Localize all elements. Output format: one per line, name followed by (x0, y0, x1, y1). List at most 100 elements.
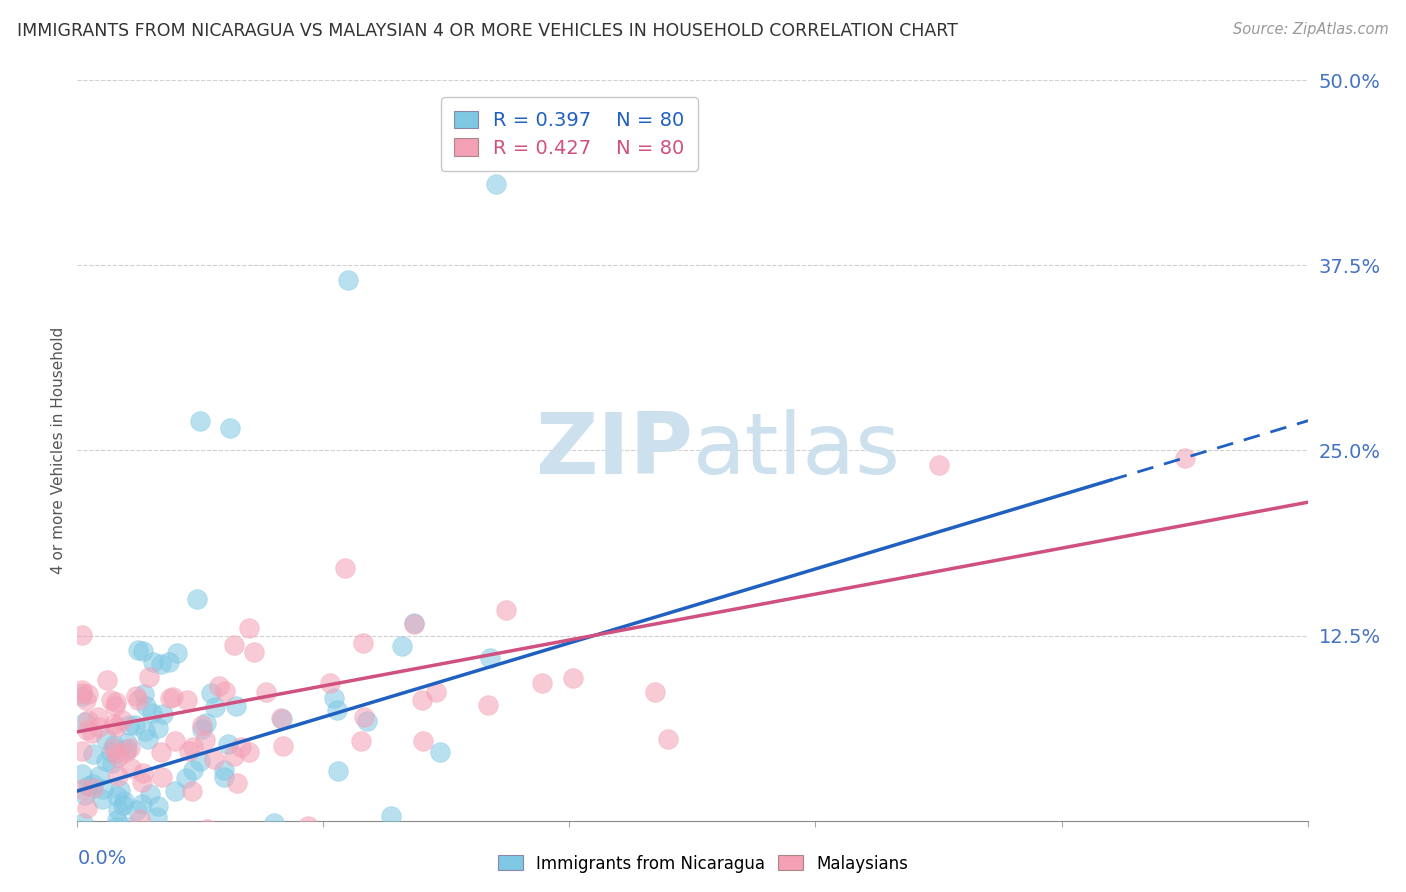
Point (105, 720, 128, 734)
Point (104, 698, 127, 713)
Point (107, 769, 129, 783)
Point (150, 657, 173, 671)
Point (104, 746, 127, 760)
Point (82, 777, 104, 791)
Point (117, 820, 139, 834)
Point (326, 703, 349, 717)
Point (138, 830, 160, 845)
Point (195, 822, 218, 836)
Point (425, 685, 447, 699)
Point (179, 744, 201, 758)
Point (204, 699, 226, 714)
Point (100, 745, 122, 759)
Point (180, 784, 202, 798)
Y-axis label: 4 or more Vehicles in Household: 4 or more Vehicles in Household (51, 326, 66, 574)
Point (202, 752, 225, 766)
Point (72, 816, 94, 830)
Point (644, 684, 666, 698)
Point (146, 810, 169, 824)
Point (127, 643, 149, 657)
Point (194, 732, 217, 747)
Point (82, 747, 104, 762)
Point (134, 724, 156, 739)
Point (124, 717, 146, 731)
Point (103, 717, 125, 731)
Point (159, 691, 181, 706)
Point (479, 651, 502, 665)
Point (270, 711, 292, 725)
Point (82, 780, 104, 795)
Point (356, 714, 378, 728)
Point (404, 616, 426, 631)
Point (128, 812, 150, 826)
Point (335, 560, 357, 574)
Point (163, 783, 186, 797)
Point (149, 745, 172, 759)
Point (152, 706, 174, 721)
Point (141, 706, 163, 721)
Point (105, 813, 128, 827)
Point (1174, 450, 1197, 465)
Point (103, 739, 125, 753)
Point (132, 687, 155, 701)
Point (477, 698, 499, 713)
Point (125, 803, 148, 817)
Point (212, 764, 235, 778)
Point (77, 687, 100, 701)
Legend: Immigrants from Nicaragua, Malaysians: Immigrants from Nicaragua, Malaysians (491, 848, 915, 880)
Point (429, 745, 451, 759)
Point (96, 673, 118, 687)
Point (352, 636, 374, 650)
Point (70, 689, 93, 703)
Point (391, 639, 413, 653)
Point (70, 781, 93, 796)
Point (181, 739, 204, 754)
Point (107, 750, 129, 764)
Point (263, 816, 285, 830)
Point (80, 726, 103, 740)
Point (188, 414, 212, 428)
Point (111, 713, 134, 727)
Point (86, 710, 108, 724)
Point (353, 710, 375, 724)
Point (111, 797, 134, 812)
Point (114, 794, 136, 808)
Point (120, 761, 142, 775)
Point (127, 693, 149, 707)
Point (297, 819, 319, 833)
Point (87, 720, 110, 734)
Point (191, 718, 214, 732)
Point (76, 800, 98, 814)
Point (131, 643, 153, 657)
Point (70, 686, 93, 700)
Point (412, 734, 434, 748)
Point (139, 787, 162, 801)
Point (76, 779, 98, 793)
Text: 0.0%: 0.0% (77, 849, 127, 868)
Point (270, 712, 292, 726)
Point (70, 743, 93, 757)
Point (224, 748, 246, 763)
Point (125, 689, 148, 703)
Point (131, 775, 153, 789)
Point (124, 842, 146, 856)
Point (219, 421, 242, 435)
Point (87, 836, 110, 850)
Point (73, 714, 96, 729)
Point (107, 803, 129, 817)
Point (174, 772, 197, 786)
Point (150, 771, 173, 785)
Point (495, 603, 517, 617)
Point (326, 764, 349, 778)
Text: IMMIGRANTS FROM NICARAGUA VS MALAYSIAN 4 OR MORE VEHICLES IN HOUSEHOLD CORRELATI: IMMIGRANTS FROM NICARAGUA VS MALAYSIAN 4… (17, 22, 957, 40)
Point (224, 638, 246, 652)
Point (76, 713, 98, 727)
Point (657, 732, 679, 747)
Point (91, 792, 114, 806)
Point (105, 695, 128, 709)
Point (190, 754, 212, 768)
Point (105, 821, 128, 835)
Point (238, 621, 260, 635)
Point (411, 693, 433, 707)
Point (238, 746, 260, 760)
